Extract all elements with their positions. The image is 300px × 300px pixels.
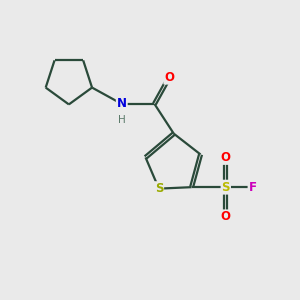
Text: O: O (221, 210, 231, 224)
Text: O: O (221, 151, 231, 164)
Text: F: F (248, 181, 256, 194)
Text: S: S (155, 182, 163, 195)
Text: H: H (118, 115, 126, 125)
Text: S: S (221, 181, 230, 194)
Text: O: O (164, 71, 174, 84)
Text: N: N (117, 98, 127, 110)
